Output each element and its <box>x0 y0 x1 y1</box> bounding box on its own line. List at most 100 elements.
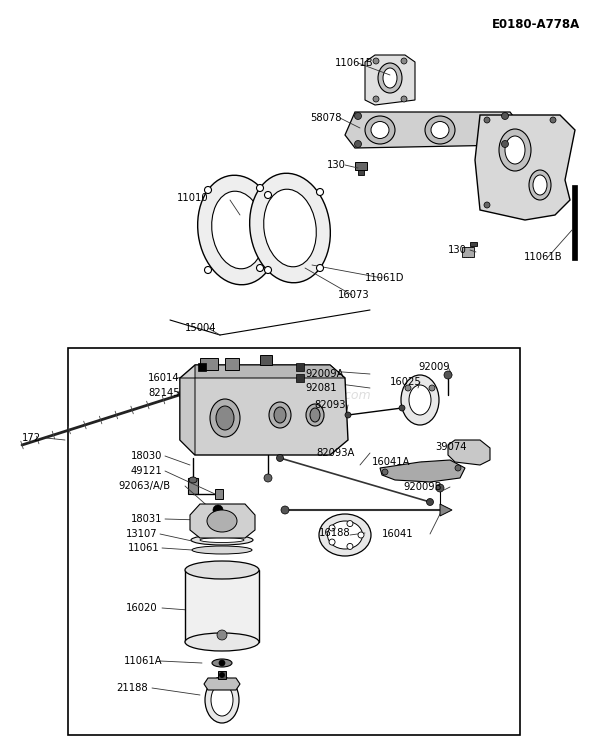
Circle shape <box>345 412 351 418</box>
Circle shape <box>373 96 379 102</box>
Bar <box>358 170 364 175</box>
Circle shape <box>502 141 509 147</box>
Bar <box>296 374 304 382</box>
Text: 11010: 11010 <box>176 193 208 203</box>
Circle shape <box>436 484 444 492</box>
Text: 92009A: 92009A <box>305 369 343 379</box>
Ellipse shape <box>185 633 259 651</box>
Circle shape <box>401 58 407 64</box>
Circle shape <box>484 117 490 123</box>
Polygon shape <box>475 115 575 220</box>
Text: 16073: 16073 <box>338 290 369 300</box>
Circle shape <box>405 385 411 391</box>
Ellipse shape <box>216 406 234 430</box>
Polygon shape <box>365 55 415 105</box>
Bar <box>198 363 206 371</box>
Ellipse shape <box>212 191 264 269</box>
Circle shape <box>205 187 211 193</box>
Bar <box>572 185 577 260</box>
Bar <box>260 355 272 365</box>
Circle shape <box>329 525 335 531</box>
Polygon shape <box>195 365 345 378</box>
Bar <box>462 247 474 257</box>
Circle shape <box>219 673 225 678</box>
Ellipse shape <box>185 561 259 579</box>
Ellipse shape <box>378 63 402 93</box>
Circle shape <box>429 385 435 391</box>
Text: 92009: 92009 <box>418 362 450 372</box>
Text: 18030: 18030 <box>131 451 162 461</box>
Circle shape <box>219 660 225 666</box>
Circle shape <box>399 405 405 411</box>
Ellipse shape <box>211 684 233 716</box>
Circle shape <box>484 202 490 208</box>
Bar <box>188 478 198 494</box>
Text: 11061B: 11061B <box>524 252 563 262</box>
Circle shape <box>358 532 364 538</box>
Ellipse shape <box>533 175 547 195</box>
Text: 49121: 49121 <box>131 466 163 476</box>
Circle shape <box>355 141 362 147</box>
Polygon shape <box>345 112 520 148</box>
Ellipse shape <box>383 68 397 88</box>
Text: 16041: 16041 <box>382 529 414 539</box>
Circle shape <box>401 96 407 102</box>
Circle shape <box>347 543 353 549</box>
Bar <box>68 348 520 735</box>
Bar <box>225 358 239 370</box>
Text: 16188: 16188 <box>319 528 350 538</box>
Text: 11061B: 11061B <box>335 58 373 68</box>
Text: 130: 130 <box>327 160 346 170</box>
Polygon shape <box>190 504 255 538</box>
Text: 172: 172 <box>22 433 41 443</box>
Circle shape <box>329 539 335 545</box>
Circle shape <box>502 112 509 120</box>
Text: 16041A: 16041A <box>372 457 411 467</box>
Text: 11061A: 11061A <box>124 656 163 666</box>
Circle shape <box>444 371 452 379</box>
Text: 16014: 16014 <box>148 373 179 383</box>
Polygon shape <box>180 365 348 455</box>
Ellipse shape <box>306 404 324 426</box>
Ellipse shape <box>264 189 316 267</box>
Text: 92081: 92081 <box>305 383 337 393</box>
Ellipse shape <box>189 477 197 483</box>
Text: 11061: 11061 <box>128 543 160 553</box>
Ellipse shape <box>212 659 232 667</box>
Circle shape <box>281 506 289 514</box>
Ellipse shape <box>327 521 362 549</box>
Ellipse shape <box>210 399 240 437</box>
Ellipse shape <box>431 121 449 138</box>
Circle shape <box>550 117 556 123</box>
Polygon shape <box>440 504 452 516</box>
Ellipse shape <box>310 408 320 422</box>
Bar <box>355 162 367 170</box>
Ellipse shape <box>191 535 253 545</box>
Circle shape <box>257 265 264 272</box>
Text: 82093: 82093 <box>314 400 346 410</box>
Ellipse shape <box>192 546 252 554</box>
Ellipse shape <box>365 116 395 144</box>
Bar <box>218 640 226 646</box>
Circle shape <box>347 521 353 527</box>
Ellipse shape <box>207 510 237 532</box>
Bar <box>296 363 304 371</box>
Ellipse shape <box>269 402 291 428</box>
Ellipse shape <box>200 537 244 542</box>
Bar <box>185 570 259 642</box>
Circle shape <box>277 455 284 461</box>
Ellipse shape <box>205 677 239 723</box>
Text: 15004: 15004 <box>185 323 217 333</box>
Circle shape <box>217 630 227 640</box>
Text: 18031: 18031 <box>131 514 162 524</box>
Text: 13107: 13107 <box>126 529 158 539</box>
Text: 11061D: 11061D <box>365 273 405 283</box>
Circle shape <box>213 505 223 515</box>
Bar <box>200 358 218 370</box>
Circle shape <box>257 185 264 191</box>
Ellipse shape <box>319 514 371 556</box>
Circle shape <box>264 474 272 482</box>
Polygon shape <box>448 440 490 465</box>
Text: 82145: 82145 <box>148 388 179 398</box>
Ellipse shape <box>505 136 525 164</box>
